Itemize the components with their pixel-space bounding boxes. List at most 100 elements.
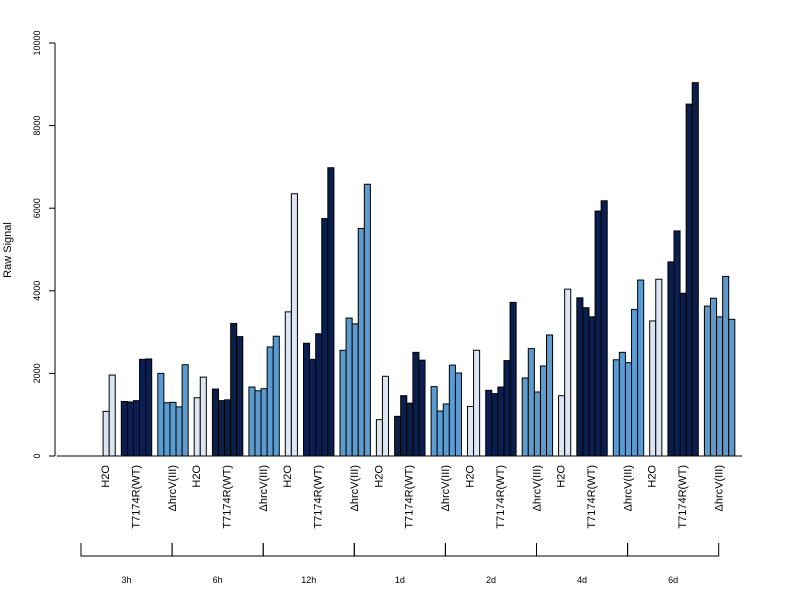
treatment-label: ΔhrcV(III)	[440, 465, 452, 511]
bar-12h-t1-4	[327, 167, 335, 457]
bar-1d-t1-3	[412, 351, 420, 457]
bar-4d-t2-4	[637, 279, 645, 457]
bar-3h-t0-1	[102, 410, 110, 457]
group-label: 1d	[395, 575, 405, 585]
bar-6d-t1-0	[667, 261, 675, 457]
bar-6d-t2-4	[728, 318, 736, 457]
treatment-label: ΔhrcV(III)	[167, 465, 179, 511]
treatment-label: ΔhrcV(III)	[531, 465, 543, 511]
bar-6d-t2-2	[716, 316, 724, 457]
bar-4d-t1-2	[588, 316, 596, 457]
bar-2d-t1-4	[509, 301, 517, 457]
bar-12h-t1-1	[309, 358, 317, 457]
bar-12h-t2-0	[339, 349, 347, 457]
bar-4d-t2-1	[618, 351, 626, 457]
bar-6d-t0-2	[655, 278, 663, 457]
bar-12h-t1-3	[321, 218, 329, 457]
group-bracket	[80, 543, 173, 557]
bar-1d-t1-4	[418, 359, 426, 457]
bar-4d-t2-2	[624, 362, 633, 457]
treatment-label: ΔhrcV(III)	[714, 465, 726, 511]
bar-4d-t1-0	[576, 297, 584, 457]
bar-6h-t1-4	[236, 336, 244, 457]
treatment-label: ΔhrcV(III)	[349, 465, 361, 511]
y-tick-label: 2000	[32, 363, 42, 383]
bar-6h-t1-3	[230, 322, 238, 457]
treatment-label: ΔhrcV(III)	[622, 465, 634, 511]
bar-2d-t0-2	[473, 349, 481, 457]
bar-4d-t1-4	[600, 200, 608, 457]
bar-2d-t1-1	[491, 393, 499, 457]
bar-3h-t2-1	[163, 402, 171, 457]
bar-6d-t1-2	[679, 292, 687, 457]
bar-4d-t0-1	[558, 395, 566, 457]
bar-3h-t1-3	[139, 358, 147, 457]
y-axis-title: Raw Signal	[2, 222, 14, 278]
bar-12h-t2-3	[357, 227, 365, 457]
bar-2d-t2-0	[521, 377, 529, 457]
bar-3h-t1-1	[126, 401, 134, 457]
bar-6h-t2-3	[266, 346, 274, 457]
bar-3h-t2-3	[175, 406, 183, 457]
bar-2d-t2-1	[527, 348, 535, 457]
bar-1d-t2-0	[430, 386, 438, 457]
bar-6d-t0-1	[649, 320, 657, 457]
bar-12h-t0-2	[290, 193, 298, 457]
bar-1d-t1-2	[406, 402, 414, 457]
bar-12h-t1-2	[315, 333, 323, 457]
bar-6d-t1-1	[673, 230, 681, 457]
group-label: 6h	[213, 575, 223, 585]
bar-6h-t1-0	[211, 388, 219, 457]
bar-6h-t2-2	[260, 388, 268, 457]
treatment-label: H2O	[100, 465, 112, 488]
bar-1d-t2-1	[436, 410, 444, 457]
group-bracket	[536, 543, 629, 557]
treatment-label: H2O	[373, 465, 385, 488]
bar-2d-t1-3	[503, 360, 511, 457]
treatment-label: H2O	[282, 465, 294, 488]
bar-3h-t0-2	[108, 374, 116, 457]
bar-3h-t2-2	[169, 401, 177, 457]
bar-6d-t2-3	[722, 275, 730, 457]
bar-6h-t2-1	[254, 390, 262, 457]
bar-3h-t1-0	[120, 400, 128, 457]
bar-6h-t0-2	[199, 376, 207, 457]
bar-3h-t1-4	[145, 358, 153, 457]
bar-6h-t1-2	[224, 399, 232, 457]
y-tick-label: 4000	[32, 281, 42, 301]
bar-1d-t2-4	[454, 372, 463, 457]
bar-3h-t1-2	[132, 400, 141, 457]
treatment-label: ΔhrcV(III)	[258, 465, 270, 511]
treatment-label: H2O	[647, 465, 659, 488]
bar-6d-t2-1	[709, 297, 718, 457]
bar-3h-t2-0	[157, 372, 165, 457]
group-label: 6d	[668, 575, 678, 585]
group-label: 12h	[301, 575, 316, 585]
labels-layer: 0 2000 4000 6000 8000 10000 Raw Signal H2O T7174…	[2, 30, 726, 585]
group-label: 2d	[486, 575, 496, 585]
y-tick-label: 10000	[32, 30, 42, 55]
treatment-label: T7174R(WT)	[586, 465, 598, 529]
treatment-label: T7174R(WT)	[130, 465, 142, 529]
bar-2d-t2-2	[533, 391, 541, 457]
group-label: 3h	[122, 575, 132, 585]
bar-4d-t1-3	[594, 210, 602, 457]
bar-2d-t0-1	[466, 405, 475, 457]
treatment-label: H2O	[191, 465, 203, 488]
treatment-label: T7174R(WT)	[677, 465, 689, 529]
bar-3h-t2-4	[181, 364, 189, 457]
bar-12h-t0-1	[284, 311, 292, 457]
bar-6d-t1-3	[685, 103, 693, 457]
bar-2d-t2-4	[546, 334, 554, 457]
bar-6d-t2-0	[703, 305, 711, 457]
bar-1d-t2-3	[448, 364, 456, 457]
group-label: 4d	[577, 575, 587, 585]
y-tick-label: 8000	[32, 116, 42, 136]
y-tick-label: 6000	[32, 198, 42, 218]
bar-6h-t1-1	[218, 400, 226, 457]
bar-2d-t1-0	[485, 389, 493, 457]
bar-2d-t1-2	[497, 386, 505, 457]
bar-6h-t2-0	[248, 386, 256, 457]
